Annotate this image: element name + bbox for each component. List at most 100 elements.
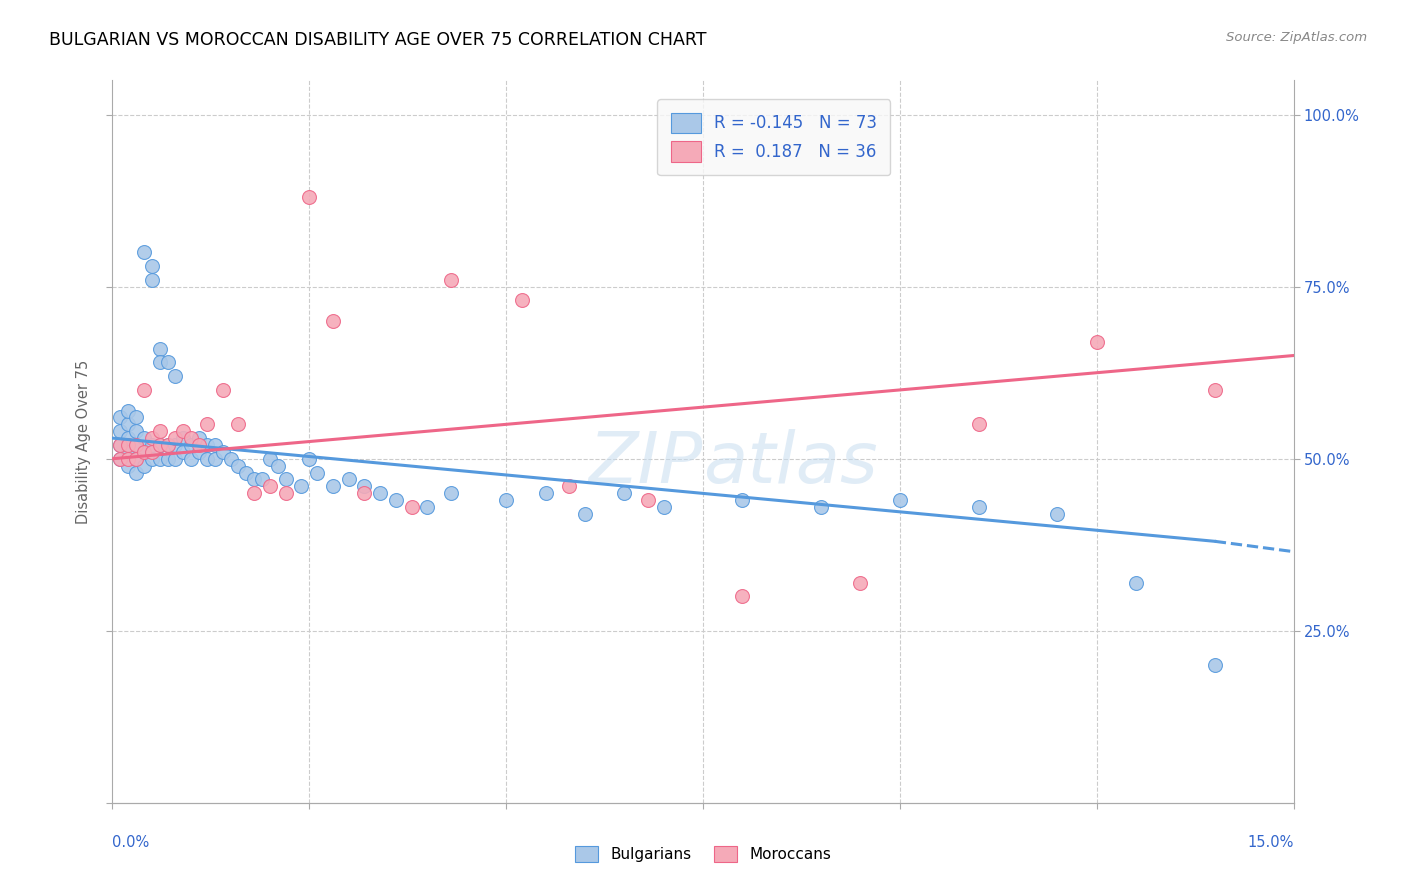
Point bbox=[337, 472, 360, 486]
Point bbox=[267, 458, 290, 473]
Point bbox=[495, 493, 517, 508]
Point bbox=[967, 417, 990, 432]
Point bbox=[125, 438, 148, 452]
Legend: Bulgarians, Moroccans: Bulgarians, Moroccans bbox=[569, 840, 837, 868]
Point bbox=[188, 445, 211, 459]
Point bbox=[132, 245, 155, 260]
Point bbox=[810, 500, 832, 514]
Point bbox=[125, 451, 148, 466]
Point bbox=[117, 403, 139, 417]
Point bbox=[1125, 575, 1147, 590]
Point bbox=[613, 486, 636, 500]
Point bbox=[228, 458, 250, 473]
Point bbox=[132, 445, 155, 459]
Point bbox=[125, 424, 148, 438]
Point bbox=[132, 431, 155, 445]
Point bbox=[180, 431, 202, 445]
Point bbox=[165, 369, 187, 384]
Point bbox=[141, 273, 163, 287]
Point bbox=[1046, 507, 1069, 521]
Point bbox=[228, 417, 250, 432]
Text: atlas: atlas bbox=[703, 429, 877, 498]
Point bbox=[141, 451, 163, 466]
Point bbox=[172, 445, 194, 459]
Point bbox=[195, 417, 218, 432]
Point bbox=[322, 479, 344, 493]
Point bbox=[149, 342, 172, 356]
Point bbox=[188, 438, 211, 452]
Point bbox=[180, 451, 202, 466]
Point bbox=[440, 486, 463, 500]
Point bbox=[165, 431, 187, 445]
Point bbox=[235, 466, 257, 480]
Point bbox=[534, 486, 557, 500]
Point bbox=[298, 190, 321, 204]
Point bbox=[195, 438, 218, 452]
Point bbox=[165, 451, 187, 466]
Point bbox=[510, 293, 533, 308]
Point bbox=[172, 424, 194, 438]
Point bbox=[322, 314, 344, 328]
Point bbox=[156, 438, 179, 452]
Point bbox=[125, 451, 148, 466]
Point bbox=[117, 417, 139, 432]
Point bbox=[558, 479, 581, 493]
Text: Source: ZipAtlas.com: Source: ZipAtlas.com bbox=[1226, 31, 1367, 45]
Point bbox=[149, 451, 172, 466]
Point bbox=[110, 451, 132, 466]
Point bbox=[149, 424, 172, 438]
Point bbox=[368, 486, 391, 500]
Point bbox=[298, 451, 321, 466]
Point bbox=[132, 383, 155, 397]
Point bbox=[117, 451, 139, 466]
Point bbox=[117, 458, 139, 473]
Point bbox=[274, 472, 297, 486]
Point bbox=[652, 500, 675, 514]
Point bbox=[731, 493, 754, 508]
Point bbox=[141, 445, 163, 459]
Text: BULGARIAN VS MOROCCAN DISABILITY AGE OVER 75 CORRELATION CHART: BULGARIAN VS MOROCCAN DISABILITY AGE OVE… bbox=[49, 31, 707, 49]
Text: ZIP: ZIP bbox=[589, 429, 703, 498]
Point bbox=[204, 451, 226, 466]
Point bbox=[132, 445, 155, 459]
Point bbox=[149, 438, 172, 452]
Point bbox=[156, 438, 179, 452]
Point bbox=[180, 438, 202, 452]
Text: 15.0%: 15.0% bbox=[1247, 835, 1294, 850]
Point bbox=[1204, 383, 1226, 397]
Point bbox=[259, 479, 281, 493]
Point bbox=[274, 486, 297, 500]
Point bbox=[117, 431, 139, 445]
Point bbox=[1085, 334, 1108, 349]
Point bbox=[731, 590, 754, 604]
Point bbox=[172, 431, 194, 445]
Legend: R = -0.145   N = 73, R =  0.187   N = 36: R = -0.145 N = 73, R = 0.187 N = 36 bbox=[658, 99, 890, 175]
Point bbox=[1204, 658, 1226, 673]
Point bbox=[307, 466, 329, 480]
Point bbox=[141, 259, 163, 273]
Text: 0.0%: 0.0% bbox=[112, 835, 149, 850]
Point bbox=[110, 438, 132, 452]
Point bbox=[211, 383, 233, 397]
Point bbox=[110, 424, 132, 438]
Point bbox=[195, 451, 218, 466]
Point bbox=[416, 500, 439, 514]
Point bbox=[110, 451, 132, 466]
Point bbox=[204, 438, 226, 452]
Point bbox=[149, 355, 172, 369]
Point bbox=[141, 438, 163, 452]
Point bbox=[117, 438, 139, 452]
Point bbox=[165, 438, 187, 452]
Point bbox=[188, 431, 211, 445]
Point bbox=[353, 486, 375, 500]
Point bbox=[125, 466, 148, 480]
Point bbox=[353, 479, 375, 493]
Point bbox=[132, 458, 155, 473]
Point bbox=[110, 438, 132, 452]
Point bbox=[440, 273, 463, 287]
Point bbox=[290, 479, 312, 493]
Y-axis label: Disability Age Over 75: Disability Age Over 75 bbox=[76, 359, 91, 524]
Point bbox=[250, 472, 273, 486]
Point bbox=[574, 507, 596, 521]
Point bbox=[219, 451, 242, 466]
